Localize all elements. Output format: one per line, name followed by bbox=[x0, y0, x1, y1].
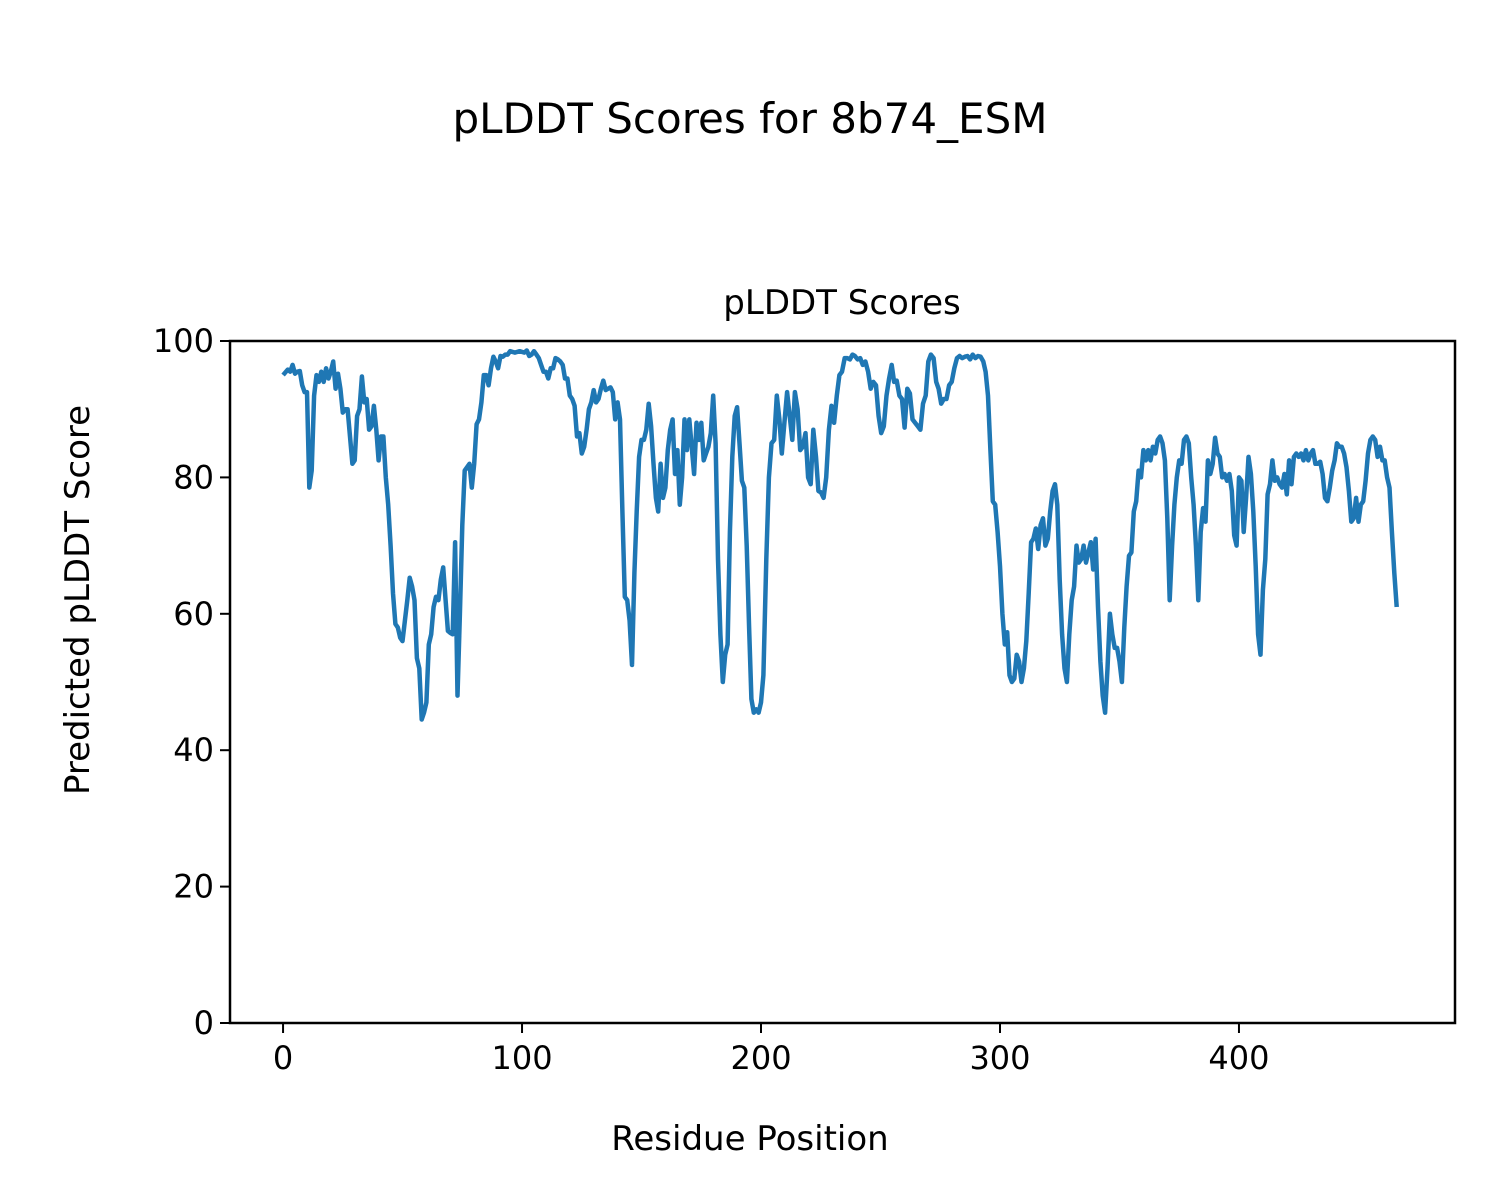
x-tick-label: 300 bbox=[969, 1039, 1030, 1077]
x-tick-label: 0 bbox=[273, 1039, 293, 1077]
figure-title: pLDDT Scores for 8b74_ESM bbox=[453, 94, 1048, 143]
x-axis-ticks: 0 100 200 300 400 bbox=[273, 1023, 1270, 1077]
y-tick-label: 0 bbox=[194, 1004, 214, 1042]
y-tick-label: 100 bbox=[153, 322, 214, 360]
x-tick-label: 400 bbox=[1208, 1039, 1269, 1077]
y-axis-ticks: 0 20 40 60 80 100 bbox=[153, 322, 230, 1042]
y-axis-label: Predicted pLDDT Score bbox=[58, 405, 98, 795]
plot-area bbox=[281, 348, 1399, 722]
x-tick-label: 100 bbox=[491, 1039, 552, 1077]
x-tick-label: 200 bbox=[730, 1039, 791, 1077]
y-tick-label: 20 bbox=[173, 868, 214, 906]
y-tick-label: 60 bbox=[173, 595, 214, 633]
axes-frame bbox=[228, 339, 1457, 1025]
y-tick-label: 80 bbox=[173, 458, 214, 496]
y-tick-label: 40 bbox=[173, 731, 214, 769]
series-line-plddt bbox=[281, 348, 1399, 722]
chart-title: pLDDT Scores bbox=[723, 283, 960, 323]
x-axis-label: Residue Position bbox=[611, 1119, 888, 1159]
